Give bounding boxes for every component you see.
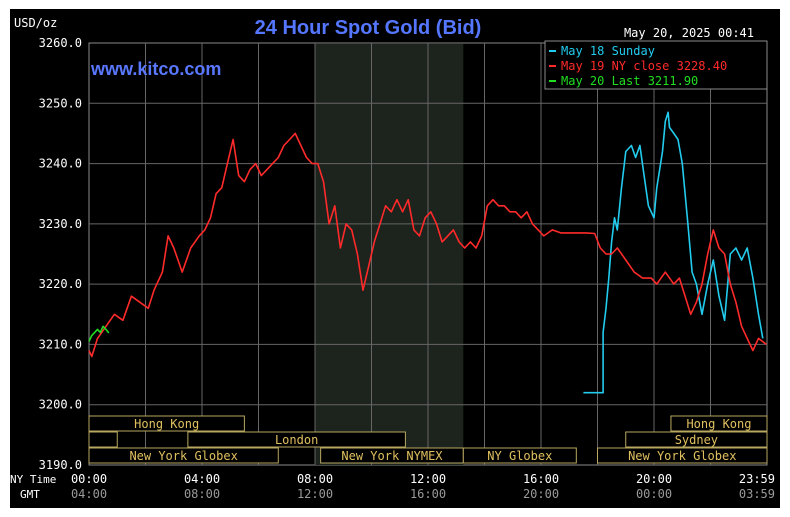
price-series [88,111,767,394]
x-tick-label-gmt: 16:00 [410,487,446,501]
session-box [670,415,768,432]
session-label: Hong Kong [686,417,751,431]
series-line-may-20-last [88,325,110,342]
session-band-new-york-globex: New York Globex [88,447,279,464]
x-tick-label-gmt: 04:00 [71,487,107,501]
legend-box [544,40,768,90]
session-band-hong-kong: Hong Kong [670,415,768,432]
session-box [88,447,279,464]
legend-entry: May 18 Sunday [549,44,655,58]
session-bands: Hong Kong Hong Kong London Sydney New York G… [88,415,768,464]
y-tick-label: 3230.0 [39,217,82,231]
y-axis-unit: USD/oz [14,16,57,30]
session-label: New York Globex [129,449,237,463]
session-box [625,431,768,448]
session-label: New York NYMEX [341,449,443,463]
legend-entry: May 20 Last 3211.90 [549,74,698,88]
ny-time-label: NY Time [10,473,56,486]
session-band-hong-kong: Hong Kong [88,415,245,432]
nymex-shaded-region [315,44,464,465]
grid-lines [89,43,767,465]
session-band-new-york-nymex: New York NYMEX [320,447,464,464]
session-label: New York Globex [628,449,736,463]
series-line-may-19-ny [88,132,767,358]
x-tick-label-ny: 20:00 [636,472,672,486]
x-tick-label-ny: 04:00 [184,472,220,486]
chart-title: 24 Hour Spot Gold (Bid) [255,17,482,39]
y-tick-label: 3260.0 [39,36,82,50]
gmt-label: GMT [20,488,40,501]
x-tick-label-gmt: 08:00 [184,487,220,501]
market-session-shading [315,44,464,465]
y-tick-label: 3250.0 [39,96,82,110]
session-band-new-york-globex: New York Globex [597,447,768,464]
x-tick-label-ny: 12:00 [410,472,446,486]
session-box [88,415,245,432]
y-tick-label: 3240.0 [39,157,82,171]
legend-label: May 18 Sunday [561,44,655,58]
session-box [462,447,577,464]
session-band-unlabeled [88,431,118,448]
session-band-ny-globex: NY Globex [462,447,577,464]
session-box [88,431,118,448]
session-label: Hong Kong [134,417,199,431]
y-tick-label: 3220.0 [39,277,82,291]
x-tick-label-ny: 23:59 [739,472,775,486]
x-tick-labels: 00:0004:0004:0008:0008:0012:0012:0016:00… [71,472,775,501]
session-band-sydney: Sydney [625,431,768,448]
legend-label: May 19 NY close 3228.40 [561,59,727,73]
legend-entry: May 19 NY close 3228.40 [549,59,727,73]
session-label: Sydney [675,433,718,447]
x-tick-label-gmt: 00:00 [636,487,672,501]
session-label: London [275,433,318,447]
y-tick-labels: 3260.0 3250.0 3240.0 3230.0 3220.0 3210.0 3200… [39,36,82,472]
x-tick-label-ny: 00:00 [71,472,107,486]
x-tick-label-gmt: 12:00 [297,487,333,501]
x-tick-label-gmt: 20:00 [523,487,559,501]
session-box [597,447,768,464]
website-link[interactable]: www.kitco.com [90,59,221,79]
legend-label: May 20 Last 3211.90 [561,74,698,88]
x-tick-label-gmt: 03:59 [739,487,775,501]
session-box [187,431,406,448]
timestamp: May 20, 2025 00:41 [624,26,754,40]
x-tick-label-ny: 16:00 [523,472,559,486]
x-tick-label-ny: 08:00 [297,472,333,486]
session-label: NY Globex [487,449,552,463]
session-band-london: London [187,431,406,448]
y-tick-label: 3200.0 [39,398,82,412]
y-tick-label: 3210.0 [39,337,82,351]
y-tick-label: 3190.0 [39,458,82,472]
